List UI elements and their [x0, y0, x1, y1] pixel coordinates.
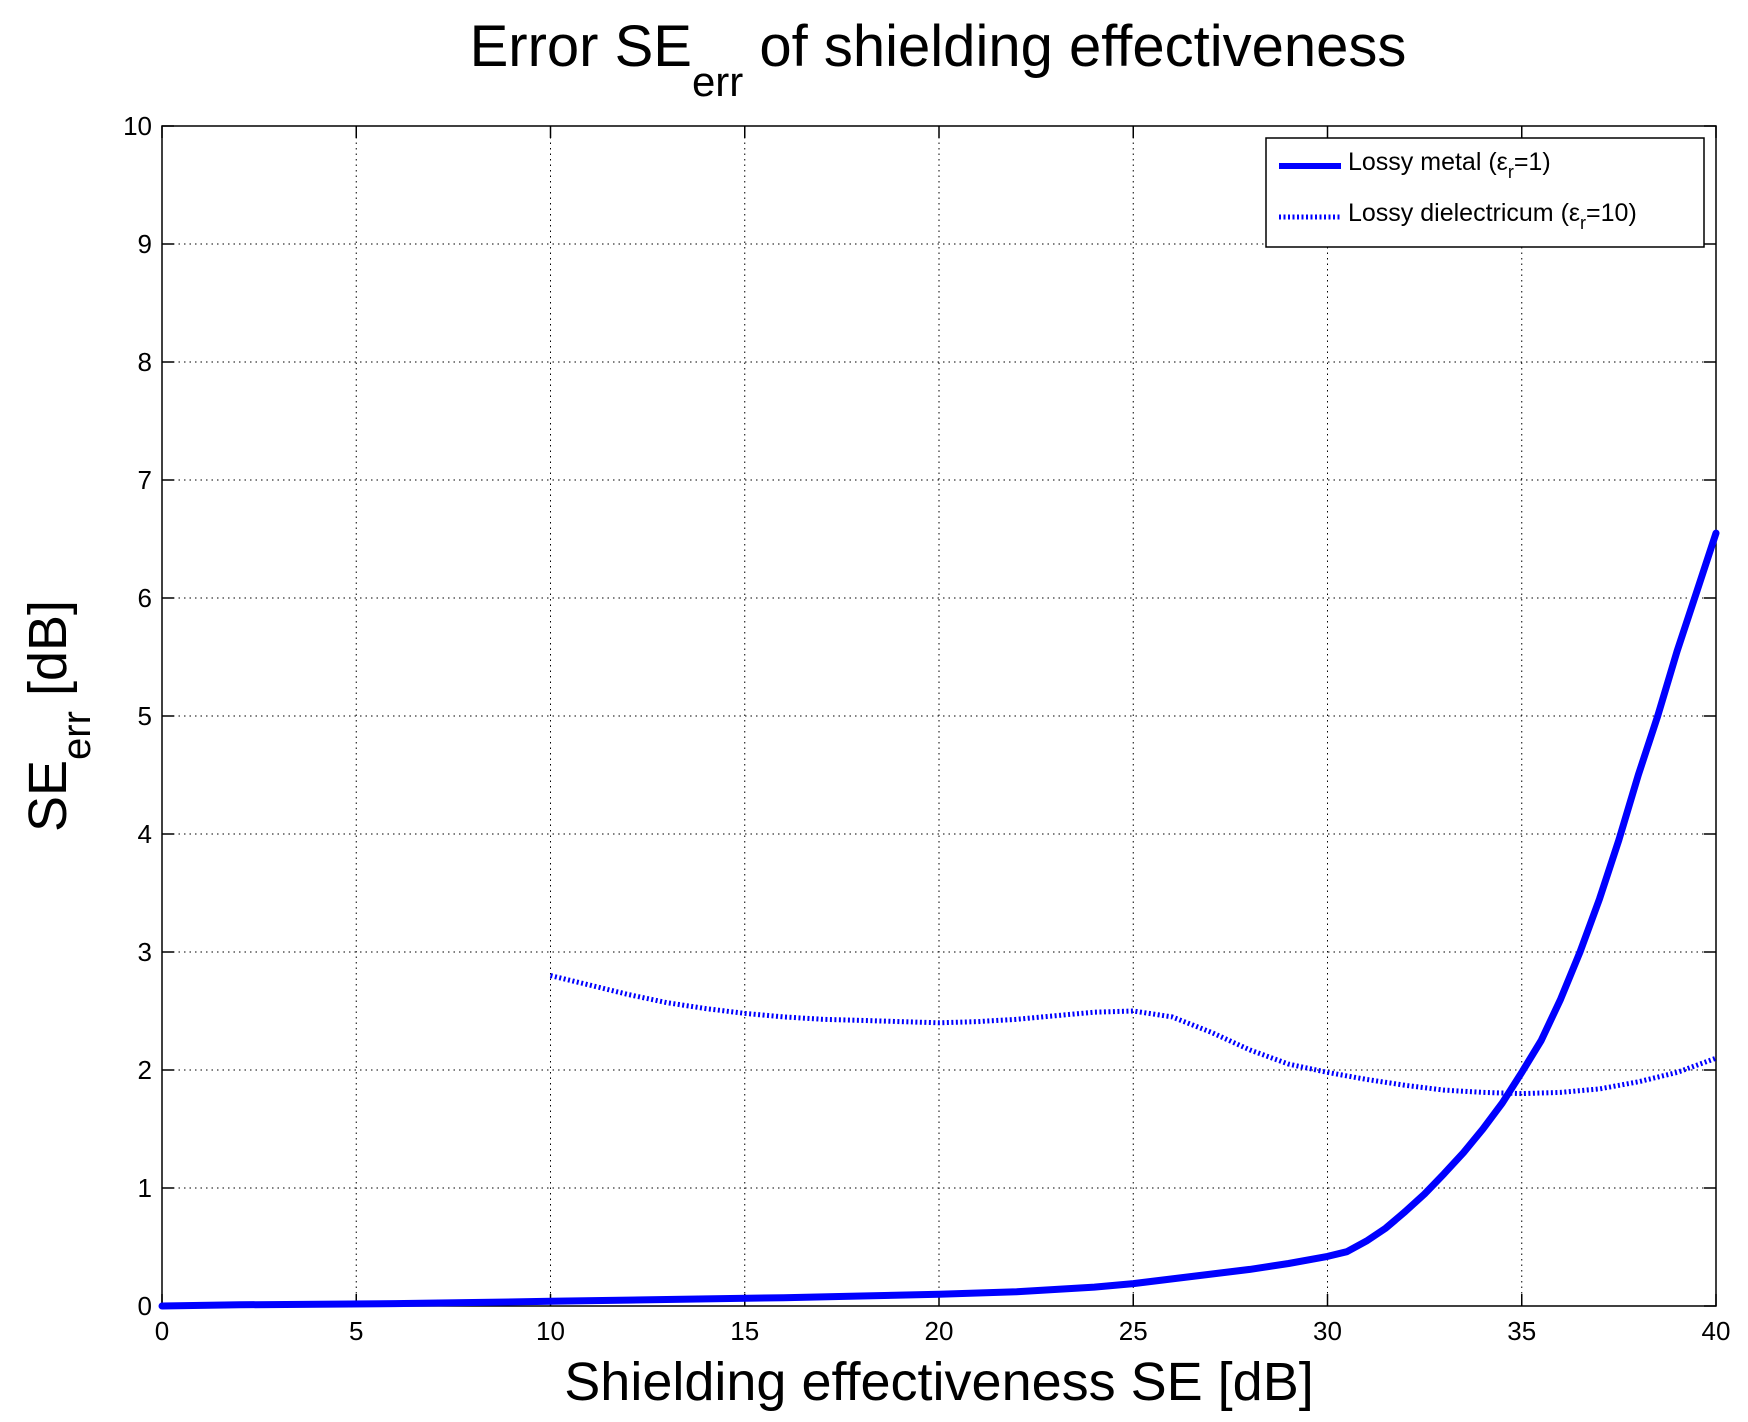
legend-box — [1265, 137, 1705, 248]
chart-title: Error SEerr of shielding effectiveness — [470, 14, 1407, 105]
y-axis-label: SEerr [dB] — [18, 600, 99, 832]
grid — [162, 126, 1716, 1306]
x-tick-label: 0 — [155, 1316, 169, 1346]
y-tick-label: 8 — [138, 347, 152, 377]
chart-title-rest: of shielding effectiveness — [743, 14, 1406, 79]
legend: Lossy metal (εr=1) Lossy dielectricum (ε… — [1265, 137, 1705, 248]
y-tick-label: 7 — [138, 465, 152, 495]
y-axis-label-sub: err — [55, 711, 99, 760]
y-tick-label: 5 — [138, 701, 152, 731]
x-tick-label: 5 — [349, 1316, 363, 1346]
chart-title-sub: err — [692, 58, 743, 105]
y-axis-label-rest: [dB] — [18, 600, 78, 711]
x-tick-label: 30 — [1313, 1316, 1342, 1346]
series-line-lossy-metal — [158, 529, 1720, 1310]
legend-label-lossy-metal: Lossy metal (εr=1) — [1348, 148, 1551, 182]
x-tick-label: 25 — [1119, 1316, 1148, 1346]
y-tick-label: 2 — [138, 1055, 152, 1085]
legend-label-lossy-dielectricum: Lossy dielectricum (εr=10) — [1348, 199, 1637, 233]
y-tick-label: 10 — [123, 111, 152, 141]
x-tick-label: 20 — [925, 1316, 954, 1346]
y-tick-label: 3 — [138, 937, 152, 967]
series-line-lossy-dielectricum — [549, 973, 1717, 1097]
x-axis-label: Shielding effectiveness SE [dB] — [564, 1352, 1313, 1412]
x-tick-label: 10 — [536, 1316, 565, 1346]
y-tick-label: 0 — [138, 1291, 152, 1321]
y-axis-label-main: SE — [18, 760, 78, 832]
y-tick-label: 4 — [138, 819, 152, 849]
series-layer — [158, 529, 1720, 1310]
x-tick-label: 15 — [730, 1316, 759, 1346]
axis-ticks: 0 5 10 15 20 25 30 35 40 0 1 2 3 4 5 6 7 8 9 10 — [123, 111, 1730, 1346]
x-tick-label: 40 — [1702, 1316, 1731, 1346]
chart-title-main: Error SE — [470, 14, 692, 79]
y-tick-label: 1 — [138, 1173, 152, 1203]
x-tick-label: 35 — [1507, 1316, 1536, 1346]
y-tick-label: 9 — [138, 229, 152, 259]
y-tick-label: 6 — [138, 583, 152, 613]
